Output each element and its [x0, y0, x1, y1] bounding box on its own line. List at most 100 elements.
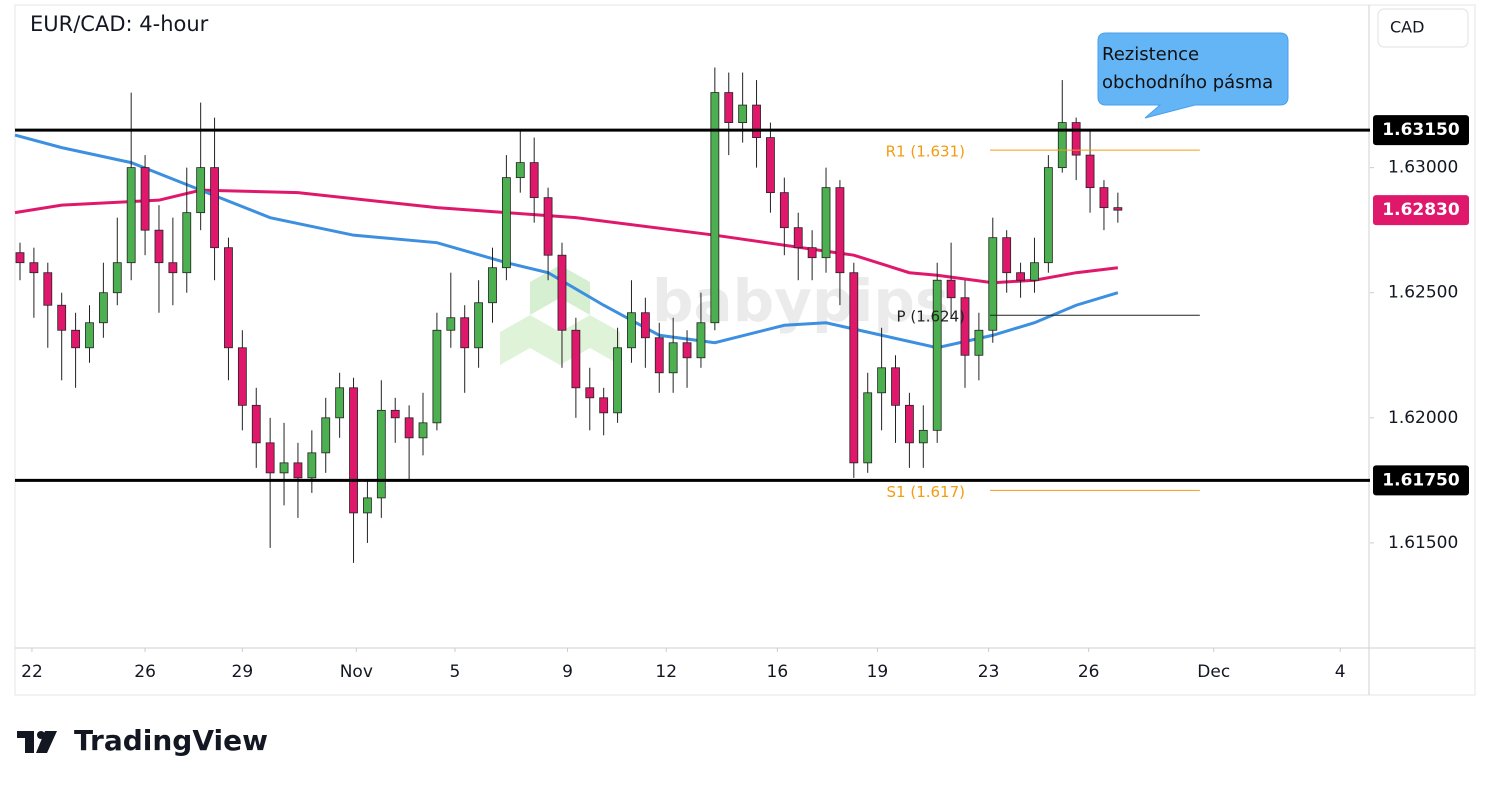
x-tick-label: 5 [450, 662, 461, 682]
candle-body [585, 387, 595, 399]
candle-body [905, 404, 914, 444]
x-tick-label: 26 [134, 662, 156, 682]
candle-body [279, 462, 289, 474]
last-price-label: 1.62830 [1382, 200, 1460, 220]
x-tick-label: 4 [1335, 662, 1346, 682]
candle-body [363, 497, 372, 514]
candle-body [571, 329, 581, 389]
y-tick-label: 1.63000 [1388, 158, 1458, 178]
candle-body [335, 387, 345, 419]
candle-body [724, 92, 734, 123]
candle-body [251, 404, 261, 444]
candle-body [237, 347, 247, 406]
candle-body [793, 227, 803, 249]
candle-body [835, 187, 845, 274]
candle-body [85, 322, 94, 349]
x-tick-label: 12 [655, 662, 677, 682]
candle-body [488, 267, 497, 304]
candle-body [821, 187, 831, 259]
x-tick-label: 26 [1078, 662, 1100, 682]
candle-body [446, 317, 456, 331]
candle-body [668, 342, 678, 374]
candle-body [1085, 154, 1095, 189]
candle-body [599, 397, 609, 414]
candle-body [154, 229, 164, 264]
candle-body [766, 137, 775, 194]
candle-body [779, 192, 789, 229]
x-tick-label: 23 [978, 662, 1000, 682]
candle-body [293, 462, 303, 479]
candle-body [474, 302, 483, 349]
candle-body [1099, 187, 1109, 209]
candle-body [376, 409, 386, 499]
candle-body [543, 197, 553, 256]
logo-text: TradingView [74, 724, 268, 757]
candle-body [1016, 272, 1025, 281]
x-tick-label: 19 [867, 662, 889, 682]
candle-body [140, 167, 150, 231]
annotation: Rezistence obchodního pásma [1102, 44, 1274, 93]
candle-body [501, 177, 511, 269]
candle-body [640, 312, 650, 339]
candle-body [210, 167, 219, 249]
candle-body [974, 329, 984, 356]
candle-body [112, 262, 122, 294]
candle-body [932, 279, 942, 431]
currency-box [1377, 8, 1469, 48]
candle-body [57, 304, 67, 331]
x-tick-label: 29 [232, 662, 254, 682]
candle-body [1030, 262, 1039, 281]
pivot-label: R1 (1.631) [886, 143, 965, 161]
pivot-label: S1 (1.617) [887, 483, 965, 501]
currency: CAD [1390, 18, 1424, 37]
candle-body [988, 237, 998, 331]
candle-body [863, 392, 873, 464]
candle-body [891, 367, 900, 406]
candle-body [168, 262, 178, 274]
y-tick-label: 1.62000 [1388, 408, 1458, 428]
candle-body [529, 162, 539, 199]
x-tick-label: 16 [767, 662, 789, 682]
candle-body [71, 329, 80, 349]
candle-body [265, 442, 275, 474]
candle-body [654, 337, 664, 374]
candle-body [307, 452, 317, 479]
candle-body [1071, 122, 1081, 156]
last-price-badge [1373, 195, 1469, 226]
candle-body [849, 272, 859, 464]
candle-body [15, 252, 25, 264]
candle-body [807, 247, 817, 259]
candle-body [390, 409, 400, 419]
candle-body [98, 292, 108, 324]
pivot-label: P (1.624) [897, 308, 965, 326]
candle-body [43, 272, 53, 306]
candle-body [738, 104, 748, 123]
candle-body [710, 92, 720, 324]
level-badge [1373, 115, 1469, 146]
candle-body [752, 104, 761, 139]
candle-body [696, 322, 706, 359]
y-tick-label: 1.61500 [1388, 533, 1458, 553]
x-tick-label: 9 [562, 662, 573, 682]
candle-body [432, 329, 442, 424]
candle-body [918, 429, 928, 444]
candle-body [349, 387, 358, 514]
moving-average [14, 188, 1119, 285]
candle-body [1043, 167, 1053, 264]
candle-body [196, 167, 206, 214]
candle-body [1057, 122, 1067, 169]
callout-shape [1097, 32, 1289, 119]
candle-body [224, 247, 233, 349]
candle-body [418, 422, 428, 439]
level-label: 1.61750 [1382, 470, 1460, 490]
candle-body [1113, 207, 1123, 211]
candle-body [946, 279, 956, 299]
candle-body [960, 297, 970, 356]
x-tick-label: 22 [21, 662, 43, 682]
candle-body [29, 262, 39, 274]
x-tick-label: Dec [1197, 662, 1230, 682]
candle-body [613, 347, 622, 414]
level-badge [1373, 465, 1469, 496]
